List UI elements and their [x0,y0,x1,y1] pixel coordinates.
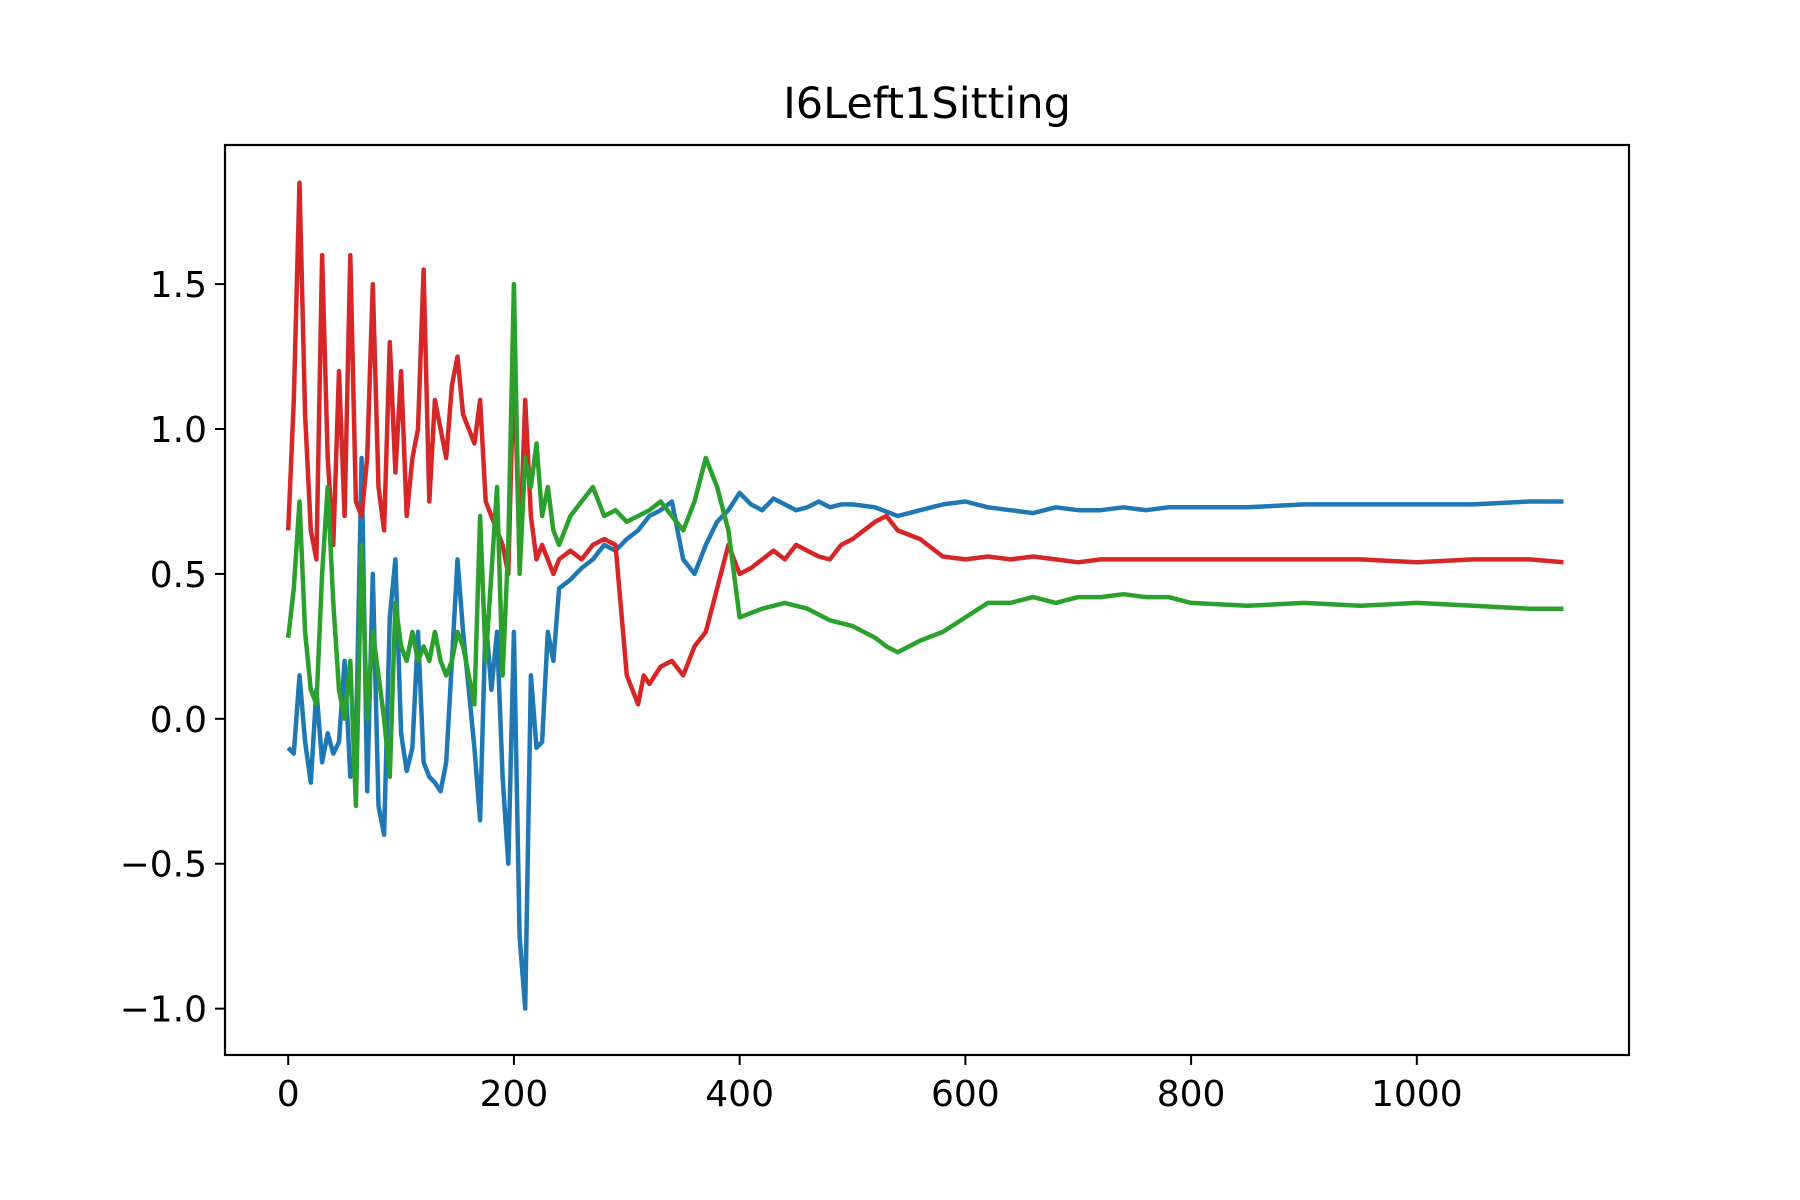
series-line-1 [286,455,1564,1011]
y-axis: −1.0 −0.5 0.0 0.5 1.0 1.5 [120,265,225,1031]
series-line-3 [285,281,1564,809]
y-tick-label: 0.5 [150,555,207,596]
y-tick-label: 1.0 [150,410,207,451]
y-tick-label: −1.0 [120,990,207,1031]
x-tick-label: 600 [931,1074,1000,1115]
plot-frame [223,143,1631,1057]
x-tick-label: 800 [1157,1074,1226,1115]
x-axis: 0 200 400 600 800 1000 [277,1055,1463,1115]
chart-title: I6Left1Sitting [783,79,1071,129]
series-line-2 [285,180,1564,707]
y-tick-label: −0.5 [120,845,207,886]
x-tick-label: 1000 [1371,1074,1463,1115]
x-tick-label: 400 [705,1074,774,1115]
x-tick-label: 200 [480,1074,549,1115]
x-tick-label: 0 [277,1074,300,1115]
series-layer [285,180,1564,1011]
y-tick-label: 1.5 [150,265,207,306]
y-tick-label: 0.0 [150,700,207,741]
